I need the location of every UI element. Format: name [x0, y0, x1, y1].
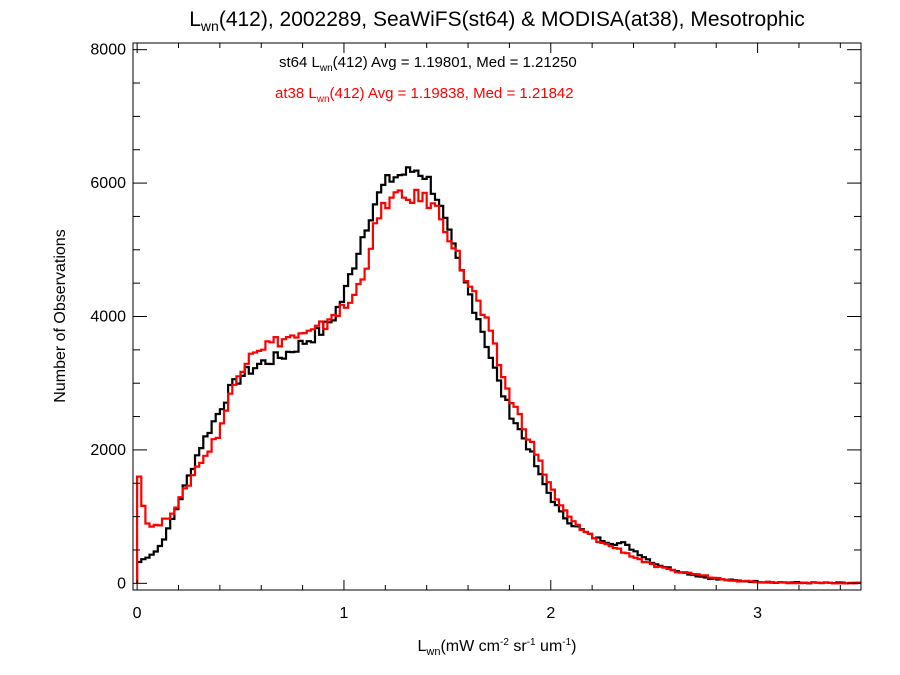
- x-tick-label: 0: [133, 605, 142, 622]
- annotation-st64-text: (412) Avg = 1.19801, Med = 1.21250: [333, 54, 577, 71]
- y-tick-label: 6000: [90, 175, 126, 192]
- annotation-at38-text: (412) Avg = 1.19838, Med = 1.21842: [330, 85, 574, 102]
- x-tick-label: 2: [546, 605, 555, 622]
- series-layer: [136, 166, 861, 585]
- chart-title-subscript: wn: [200, 18, 219, 34]
- annotation-st64: st64 Lwn(412) Avg = 1.19801, Med = 1.212…: [279, 54, 577, 74]
- x-axis-label-units-sup2: -1: [527, 637, 536, 648]
- x-axis-label-units-sup3: -1: [562, 637, 571, 648]
- y-tick-label: 8000: [90, 42, 126, 59]
- x-tick-label: 1: [340, 605, 349, 622]
- x-axis-label-prefix: L: [418, 638, 427, 655]
- x-axis-label-units-c: um: [536, 638, 563, 655]
- annotation-st64-param: L: [312, 54, 320, 71]
- plot-frame: [132, 42, 862, 591]
- annotation-at38-param-sub: wn: [316, 94, 330, 105]
- annotation-at38: at38 Lwn(412) Avg = 1.19838, Med = 1.218…: [275, 85, 574, 105]
- annotation-st64-sensor: st64: [279, 54, 307, 71]
- y-tick-label: 0: [117, 575, 126, 592]
- y-tick-label: 4000: [90, 309, 126, 326]
- x-axis-label-units-sup1: -2: [500, 637, 509, 648]
- annotation-at38-param: L: [308, 85, 316, 102]
- annotation-at38-sensor: at38: [275, 85, 304, 102]
- x-tick-label: 3: [753, 605, 762, 622]
- x-axis-label-units-b: sr: [509, 638, 527, 655]
- chart-title: Lwn(412), 2002289, SeaWiFS(st64) & MODIS…: [189, 8, 805, 34]
- x-axis-label-sub: wn: [425, 646, 440, 658]
- y-axis-label: Number of Observations: [52, 229, 69, 402]
- series-line-0: [136, 166, 861, 585]
- x-axis-label: Lwn(mW cm-2 sr-1 um-1): [418, 637, 577, 658]
- axis-ticks: 0 1 2 3 0 2000 4000 6000 8000: [90, 42, 861, 622]
- chart-title-text: (412), 2002289, SeaWiFS(st64) & MODISA(a…: [219, 8, 805, 31]
- series-line-1: [136, 188, 861, 585]
- annotation-st64-param-sub: wn: [319, 63, 333, 74]
- y-tick-label: 2000: [90, 442, 126, 459]
- x-axis-label-units-d: ): [571, 638, 576, 655]
- chart-title-prefix: L: [189, 8, 201, 31]
- x-axis-label-units-a: (mW cm: [440, 638, 500, 655]
